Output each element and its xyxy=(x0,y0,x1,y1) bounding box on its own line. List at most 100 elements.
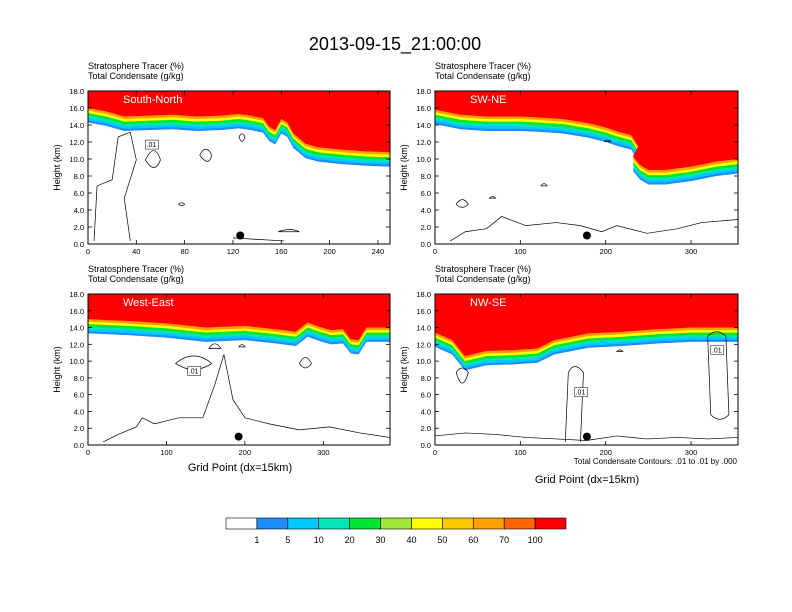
y-tick-label: 0.0 xyxy=(74,240,84,249)
x-tick-label: 240 xyxy=(372,247,385,256)
y-tick-label: 18.0 xyxy=(416,290,431,299)
x-tick-label: 300 xyxy=(685,448,698,457)
colorbar-label: 10 xyxy=(314,535,324,545)
contour-label-box xyxy=(187,366,201,376)
panel-label: West-East xyxy=(123,297,174,309)
colorbar-label: 60 xyxy=(468,535,478,545)
condensate-contour xyxy=(144,150,161,168)
panel-label: NW-SE xyxy=(470,297,506,309)
condensate-contour xyxy=(178,202,186,207)
tracer-region xyxy=(88,91,390,153)
y-axis-label: Height (km) xyxy=(52,144,62,191)
x-tick-label: 300 xyxy=(685,247,698,256)
colorbar-swatch xyxy=(349,517,381,530)
x-tick-label: 100 xyxy=(514,448,527,457)
y-tick-label: 18.0 xyxy=(416,87,431,96)
panel-sw-ne: SW-NE Stratosphere Tracer (%)Total Conden… xyxy=(399,61,739,256)
panel-label: SW-NE xyxy=(470,94,506,106)
colorbar-swatch xyxy=(287,517,320,530)
plot-area: .01 xyxy=(88,91,390,244)
colorbar-swatch xyxy=(318,517,350,530)
x-tick-label: 0 xyxy=(433,448,437,457)
x-tick-label: 0 xyxy=(86,247,90,256)
colorbar-label: 100 xyxy=(528,535,543,545)
y-tick-label: 14.0 xyxy=(69,121,84,130)
subtitle-condensate: Total Condensate (g/kg) xyxy=(435,274,531,284)
x-tick-label: 160 xyxy=(275,247,288,256)
y-tick-label: 0.0 xyxy=(421,240,431,249)
condensate-contour xyxy=(174,355,213,370)
subtitle-condensate: Total Condensate (g/kg) xyxy=(88,274,184,284)
y-tick-label: 14.0 xyxy=(69,324,84,333)
x-tick-label: 100 xyxy=(514,247,527,256)
panel-nw-se: .01 .01 NW-SE Stratosphere Tracer (%)Total … xyxy=(399,264,739,457)
plot-frame xyxy=(87,90,391,245)
x-tick-label: 120 xyxy=(227,247,240,256)
y-tick-label: 8.0 xyxy=(421,374,431,383)
condensate-contour xyxy=(238,344,246,348)
y-tick-label: 8.0 xyxy=(74,374,84,383)
y-tick-label: 6.0 xyxy=(74,391,84,400)
y-tick-label: 10.0 xyxy=(69,155,84,164)
x-tick-label: 200 xyxy=(599,247,612,256)
plot-frame xyxy=(434,293,739,446)
colorbar-swatch xyxy=(256,517,289,530)
y-tick-label: 10.0 xyxy=(416,357,431,366)
y-tick-label: 16.0 xyxy=(416,307,431,316)
x-axis-label-right: Grid Point (dx=15km) xyxy=(535,474,639,486)
y-tick-label: 4.0 xyxy=(421,206,431,215)
plot-frame xyxy=(87,293,391,446)
contour-label: .01 xyxy=(576,390,586,397)
y-tick-label: 10.0 xyxy=(69,357,84,366)
subtitle-tracer: Stratosphere Tracer (%) xyxy=(88,264,184,274)
y-tick-label: 18.0 xyxy=(69,290,84,299)
y-tick-label: 8.0 xyxy=(74,172,84,181)
location-marker xyxy=(234,432,243,441)
subtitle-tracer: Stratosphere Tracer (%) xyxy=(435,61,531,71)
y-tick-label: 12.0 xyxy=(416,138,431,147)
contour-label-box xyxy=(145,139,159,150)
y-axis-label: Height (km) xyxy=(399,346,409,393)
contour-note: Total Condensate Contours: .01 to .01 by… xyxy=(574,457,738,466)
x-tick-label: 200 xyxy=(599,448,612,457)
condensate-contour xyxy=(707,331,730,420)
condensate-contour xyxy=(455,199,469,208)
y-tick-label: 12.0 xyxy=(416,340,431,349)
y-tick-label: 2.0 xyxy=(421,223,431,232)
condensate-contour xyxy=(488,196,497,199)
condensate-contour xyxy=(298,357,312,369)
condensate-contour xyxy=(199,148,213,162)
colorbar-swatch xyxy=(225,517,258,530)
y-tick-label: 2.0 xyxy=(74,424,84,433)
subtitle-tracer: Stratosphere Tracer (%) xyxy=(435,264,531,274)
y-tick-label: 0.0 xyxy=(421,441,431,450)
colorbar-label: 30 xyxy=(376,535,386,545)
x-tick-label: 0 xyxy=(86,448,90,457)
condensate-contour xyxy=(615,349,624,352)
condensate-contour xyxy=(603,139,612,142)
y-tick-label: 6.0 xyxy=(421,189,431,198)
condensate-contour xyxy=(102,354,390,443)
location-marker xyxy=(582,432,591,441)
contour-label-box xyxy=(574,387,588,397)
plot-area xyxy=(435,91,738,244)
colorbar-label: 5 xyxy=(285,535,290,545)
y-tick-label: 14.0 xyxy=(416,324,431,333)
subtitle-tracer: Stratosphere Tracer (%) xyxy=(88,61,184,71)
y-tick-label: 4.0 xyxy=(421,407,431,416)
x-tick-label: 40 xyxy=(132,247,140,256)
tracer-region xyxy=(88,294,390,341)
colorbar-swatch xyxy=(472,517,505,530)
plot-frame xyxy=(434,90,739,245)
location-marker xyxy=(582,231,591,240)
y-tick-label: 18.0 xyxy=(69,87,84,96)
y-tick-label: 2.0 xyxy=(421,424,431,433)
colorbar-swatch xyxy=(442,517,474,530)
location-marker xyxy=(236,231,245,240)
x-tick-label: 300 xyxy=(317,448,330,457)
panel-south-north: .01 South-North Stratosphere Tracer (%)Tot… xyxy=(52,61,391,256)
y-tick-label: 16.0 xyxy=(69,307,84,316)
colorbar-label: 40 xyxy=(406,535,416,545)
